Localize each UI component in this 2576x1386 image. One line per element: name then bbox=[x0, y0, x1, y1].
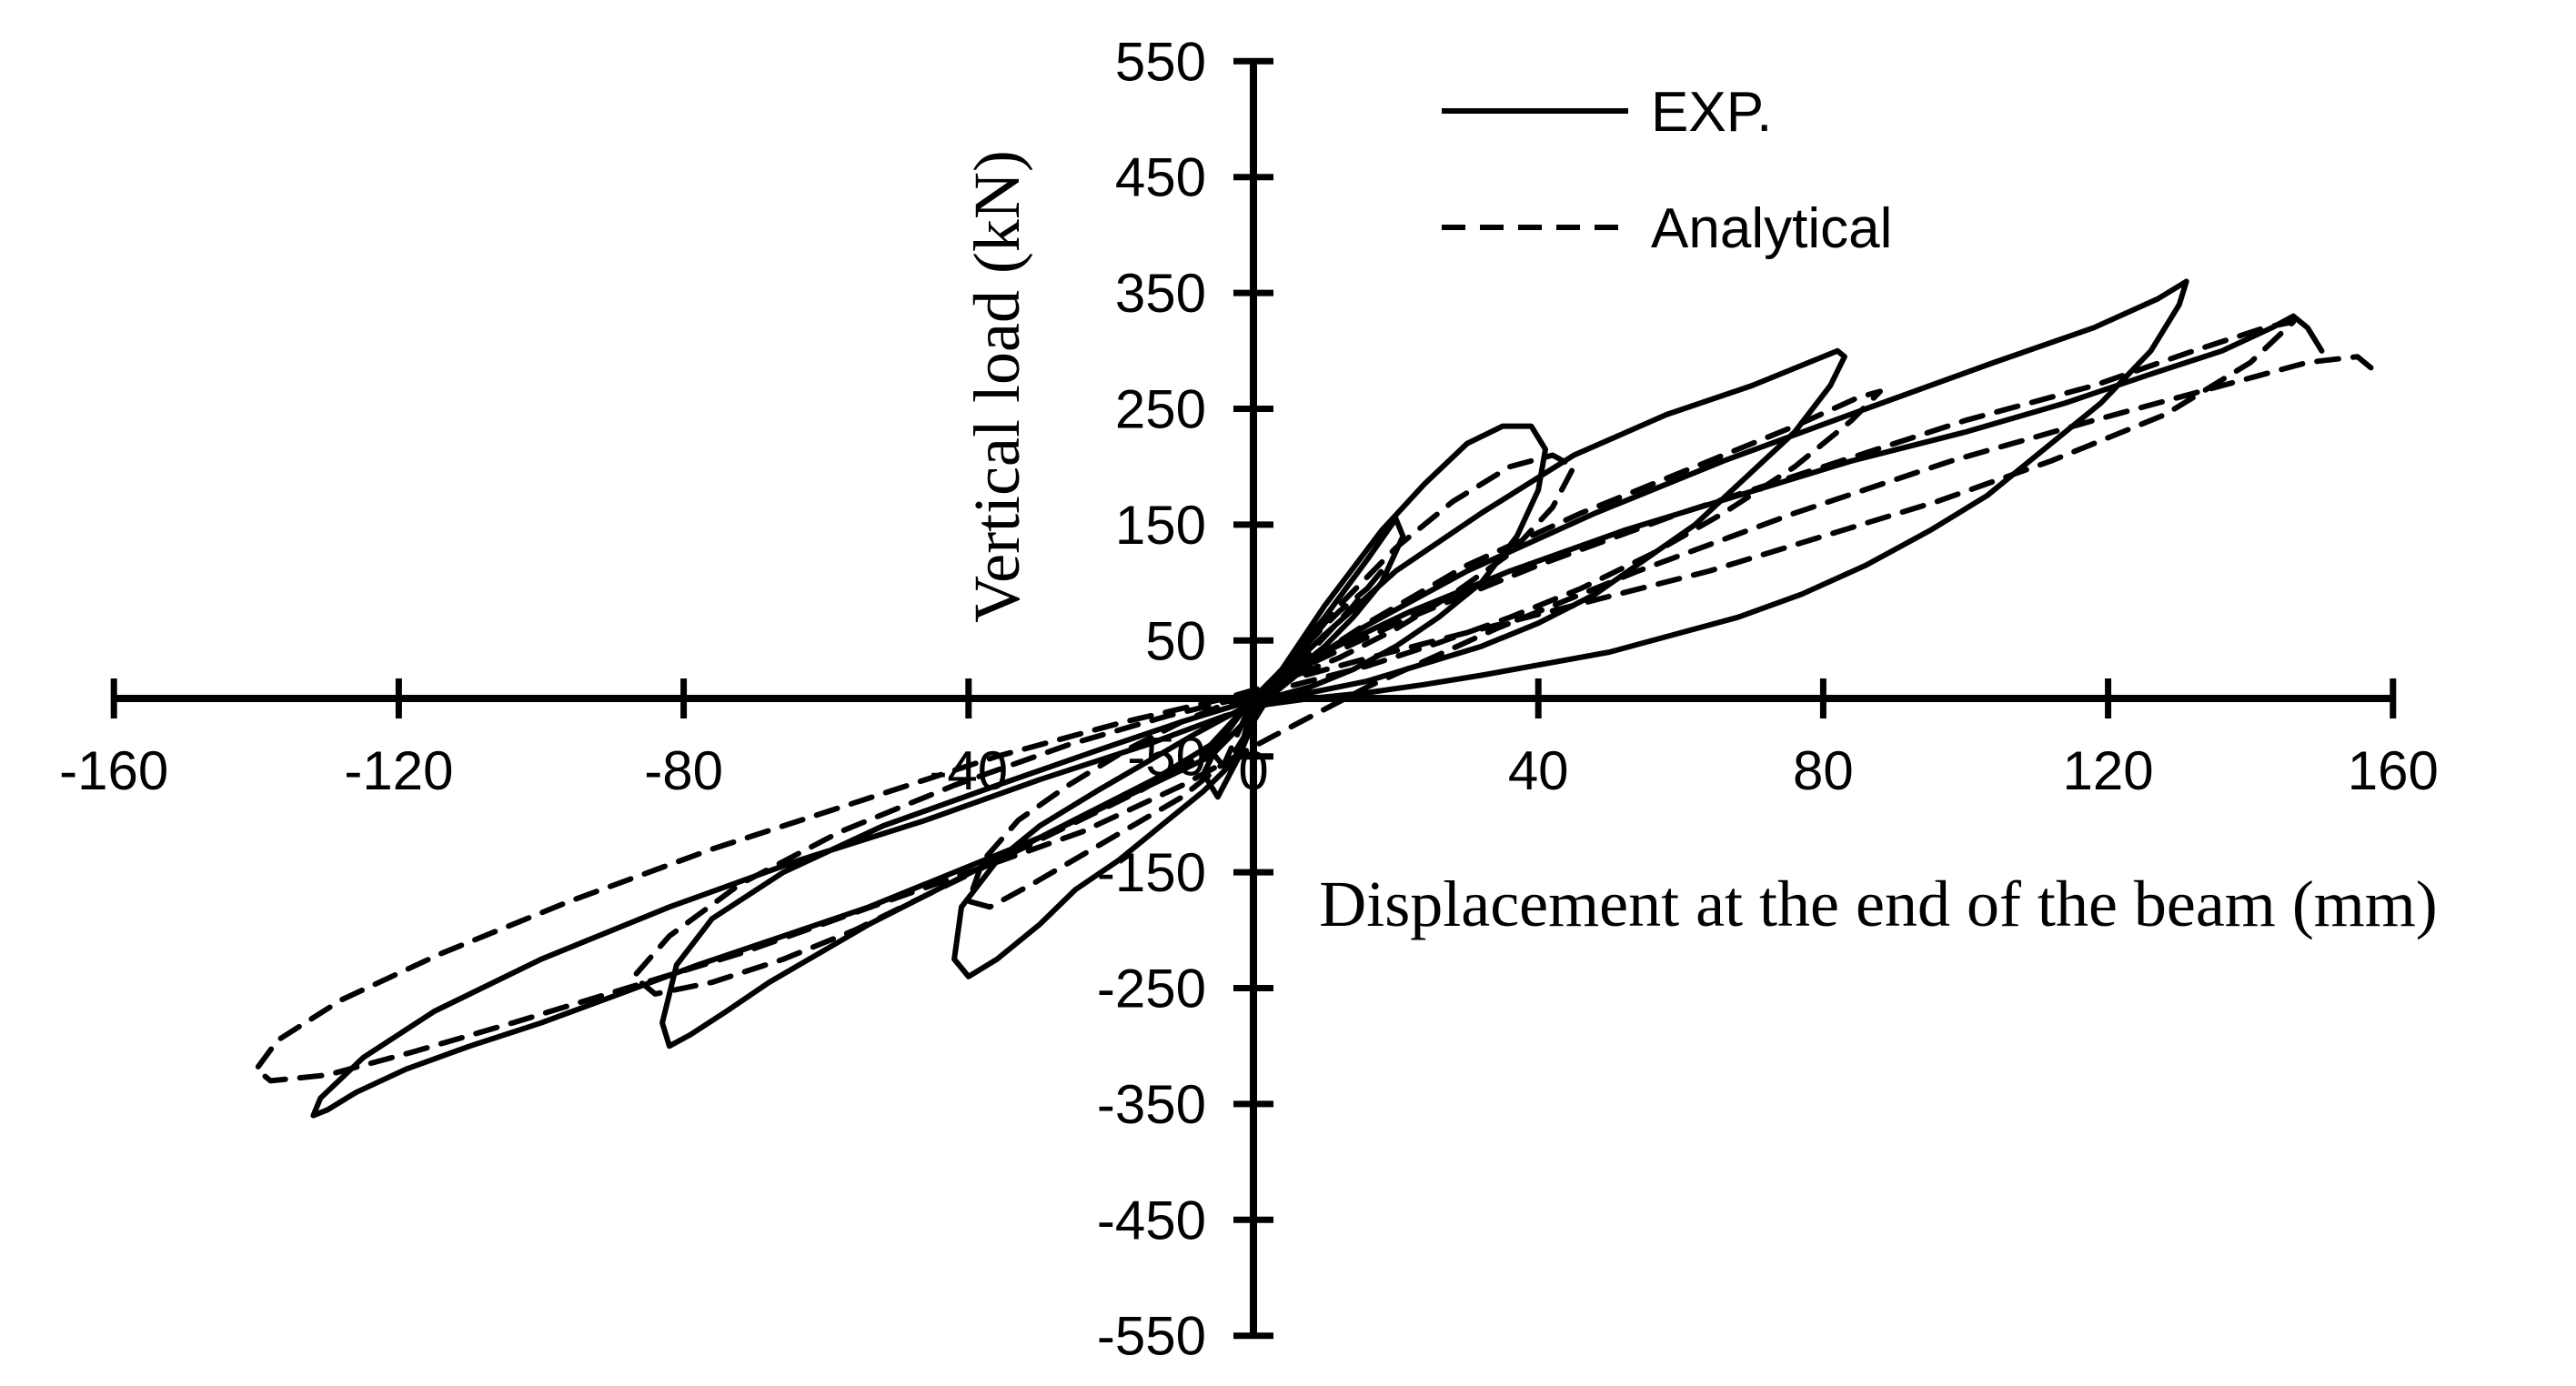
y-tick-label: 550 bbox=[1115, 31, 1206, 92]
series-layer bbox=[253, 278, 2382, 1119]
x-tick-label: 80 bbox=[1793, 740, 1854, 801]
x-tick-label: 120 bbox=[2063, 740, 2154, 801]
x-axis-title: Displacement at the end of the beam (mm) bbox=[1319, 868, 2438, 940]
y-tick-label: 150 bbox=[1115, 495, 1206, 556]
x-tick-label: -80 bbox=[644, 740, 723, 801]
y-tick-label: 50 bbox=[1145, 610, 1206, 671]
y-tick-label: -150 bbox=[1097, 842, 1206, 903]
y-axis-title: Vertical load (kN) bbox=[961, 150, 1033, 623]
y-tick-label: 450 bbox=[1115, 147, 1206, 208]
legend-label-exp: EXP. bbox=[1651, 81, 1772, 144]
legend: EXP. Analytical bbox=[1442, 81, 1892, 260]
y-tick-label: -450 bbox=[1097, 1190, 1206, 1250]
y-tick-label: 250 bbox=[1115, 379, 1206, 440]
y-tick-label: -350 bbox=[1097, 1074, 1206, 1135]
x-tick-label: -160 bbox=[59, 740, 168, 801]
legend-label-analytical: Analytical bbox=[1651, 197, 1892, 260]
x-tick-label: 40 bbox=[1508, 740, 1569, 801]
y-tick-label: -550 bbox=[1097, 1306, 1206, 1367]
y-tick-label: 350 bbox=[1115, 263, 1206, 324]
x-tick-label: 160 bbox=[2348, 740, 2439, 801]
y-tick-label: -250 bbox=[1097, 959, 1206, 1019]
axes: -160 -120 -80 -40 0 40 80 120 160 55045035025015… bbox=[59, 31, 2439, 1366]
series-analytical-line bbox=[253, 318, 2382, 1084]
x-tick-label: -120 bbox=[344, 740, 453, 801]
